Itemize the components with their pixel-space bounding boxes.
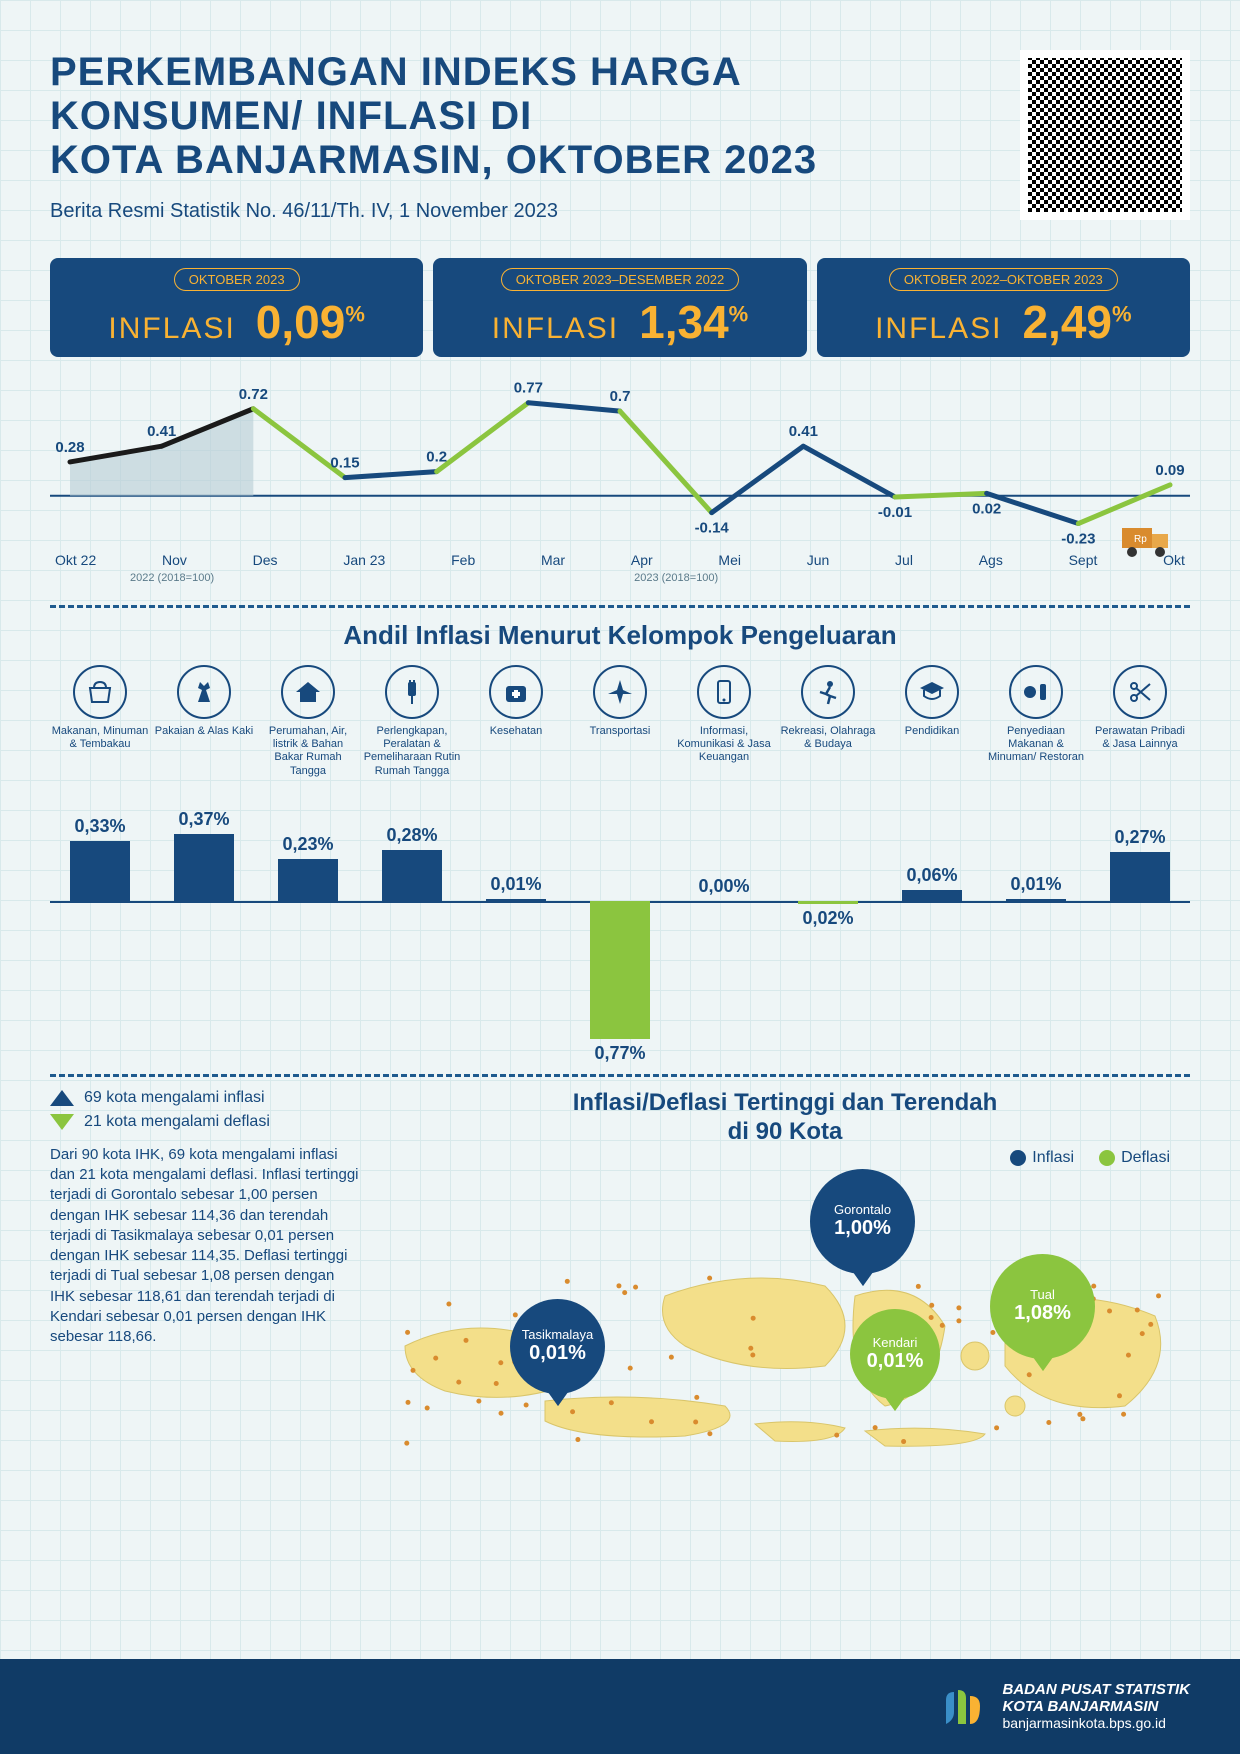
- svg-text:0.28: 0.28: [55, 439, 84, 456]
- map-bubble: Kendari0,01%: [850, 1309, 940, 1399]
- category-bar-chart: 0,33%0,37%0,23%0,28%0,01%0,77%0,00%0,02%…: [50, 796, 1190, 1056]
- divider: [50, 1074, 1190, 1077]
- category-item: Perlengkapan, Peralatan & Pemeliharaan R…: [362, 665, 462, 778]
- svg-text:0.77: 0.77: [514, 380, 543, 397]
- page-title: PERKEMBANGAN INDEKS HARGA KONSUMEN/ INFL…: [50, 50, 990, 182]
- map-bubble: Gorontalo1,00%: [810, 1169, 915, 1274]
- category-item: Informasi, Komunikasi & Jasa Keuangan: [674, 665, 774, 778]
- chart-sublabel-right: 2023 (2018=100): [634, 572, 718, 584]
- map-bubble: Tual1,08%: [990, 1254, 1095, 1359]
- map-section: Inflasi/Deflasi Tertinggi dan Terendah d…: [380, 1089, 1190, 1492]
- category-item: Perawatan Pribadi & Jasa Lainnya: [1090, 665, 1190, 778]
- bar-column: 0,37%: [154, 796, 254, 1056]
- bar-column: 0,01%: [466, 796, 566, 1056]
- footer: BADAN PUSAT STATISTIKKOTA BANJARMASIN ba…: [0, 1659, 1240, 1754]
- category-item: Penyediaan Makanan & Minuman/ Restoran: [986, 665, 1086, 778]
- svg-text:-0.01: -0.01: [878, 504, 912, 521]
- category-item: Rekreasi, Olahraga & Budaya: [778, 665, 878, 778]
- bar-column: 0,33%: [50, 796, 150, 1056]
- header: PERKEMBANGAN INDEKS HARGA KONSUMEN/ INFL…: [50, 50, 1190, 223]
- stat-boxes: OKTOBER 2023 INFLASI 0,09% OKTOBER 2023–…: [50, 258, 1190, 357]
- stat-box: OKTOBER 2022–OKTOBER 2023 INFLASI 2,49%: [817, 258, 1190, 357]
- svg-text:0.2: 0.2: [426, 449, 447, 466]
- divider: [50, 605, 1190, 608]
- legend-inflasi: 69 kota mengalami inflasi: [50, 1089, 360, 1107]
- map-legend: Inflasi Deflasi: [1010, 1149, 1170, 1167]
- svg-text:0.41: 0.41: [147, 423, 176, 440]
- bar-column: 0,28%: [362, 796, 462, 1056]
- category-item: Pakaian & Alas Kaki: [154, 665, 254, 778]
- category-item: Makanan, Minuman & Tembakau: [50, 665, 150, 778]
- chart-sublabel-left: 2022 (2018=100): [130, 572, 214, 584]
- category-item: Pendidikan: [882, 665, 982, 778]
- svg-text:-0.14: -0.14: [695, 520, 730, 537]
- stat-box: OKTOBER 2023–DESEMBER 2022 INFLASI 1,34%: [433, 258, 806, 357]
- svg-text:0.41: 0.41: [789, 423, 818, 440]
- category-item: Perumahan, Air, listrik & Bahan Bakar Ru…: [258, 665, 358, 778]
- bar-column: 0,06%: [882, 796, 982, 1056]
- svg-text:0.72: 0.72: [239, 386, 268, 403]
- category-item: Kesehatan: [466, 665, 566, 778]
- bar-column: 0,77%: [570, 796, 670, 1056]
- section-title-andil: Andil Inflasi Menurut Kelompok Pengeluar…: [50, 620, 1190, 651]
- description-text: Dari 90 kota IHK, 69 kota mengalami infl…: [50, 1145, 360, 1348]
- bar-column: 0,02%: [778, 796, 878, 1056]
- bar-column: 0,23%: [258, 796, 358, 1056]
- bar-column: 0,27%: [1090, 796, 1190, 1056]
- bar-column: 0,01%: [986, 796, 1086, 1056]
- category-icons-row: Makanan, Minuman & TembakauPakaian & Ala…: [50, 665, 1190, 778]
- svg-text:0.02: 0.02: [972, 500, 1001, 517]
- category-item: Transportasi: [570, 665, 670, 778]
- svg-text:0.7: 0.7: [610, 388, 631, 405]
- svg-text:Rp: Rp: [1134, 534, 1147, 545]
- svg-text:-0.23: -0.23: [1061, 531, 1095, 547]
- truck-icon: Rp: [1120, 450, 1175, 490]
- svg-text:0.15: 0.15: [330, 455, 359, 472]
- map-bubble: Tasikmalaya0,01%: [510, 1299, 605, 1394]
- legend-deflasi: 21 kota mengalami deflasi: [50, 1113, 360, 1131]
- inflation-line-chart: 0.28 0.41 0.72 0.15 0.2 0.77 0.7 -0.14 0.41 -0.01…: [50, 367, 1190, 587]
- stat-box: OKTOBER 2023 INFLASI 0,09%: [50, 258, 423, 357]
- bps-logo-icon: [938, 1682, 988, 1732]
- qr-code: [1020, 50, 1190, 220]
- subtitle: Berita Resmi Statistik No. 46/11/Th. IV,…: [50, 200, 990, 223]
- bar-column: 0,00%: [674, 796, 774, 1056]
